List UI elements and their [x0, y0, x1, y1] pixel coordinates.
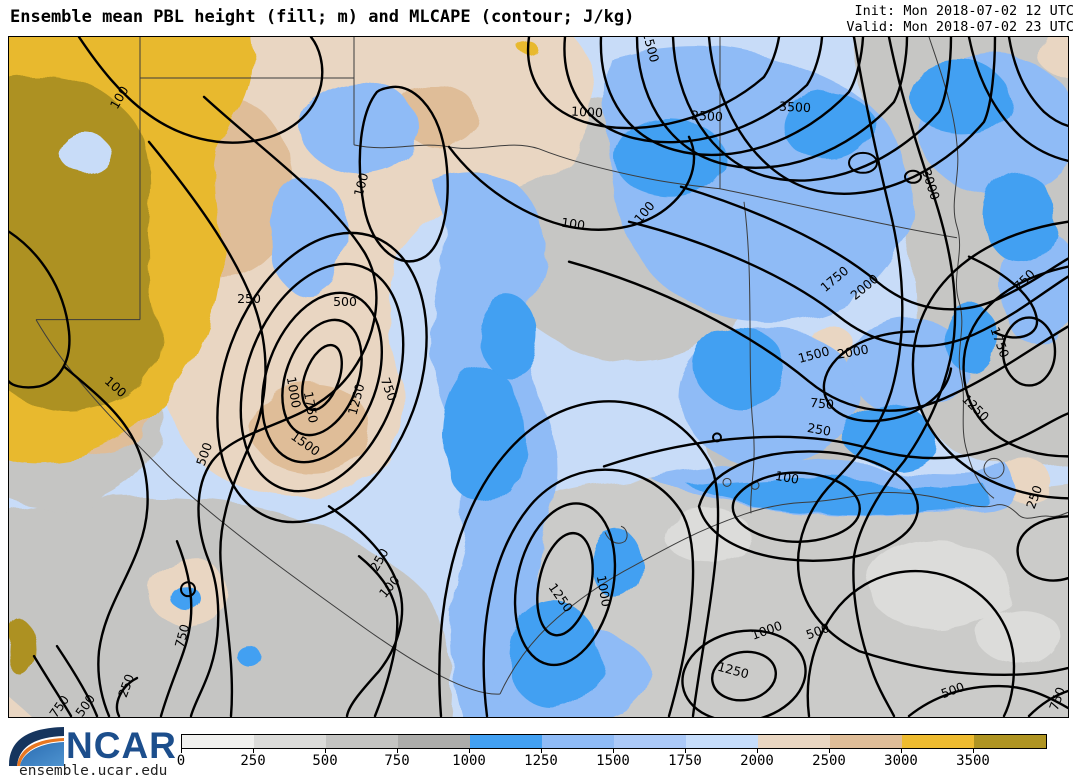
colorbar-tick-label: 250	[240, 753, 266, 769]
map-frame: 100 100 100 100 1000 2500 3500 1500 3000 250 500 10…	[8, 36, 1069, 718]
contour-label: 750	[1046, 685, 1068, 713]
colorbar	[181, 734, 1047, 749]
colorbar-tick-label: 2000	[740, 753, 774, 769]
contour-label: 100	[351, 171, 372, 198]
contour-label: 1000	[594, 574, 614, 608]
page-title: Ensemble mean PBL height (fill; m) and M…	[10, 7, 635, 27]
colorbar-tick-label: 750	[384, 753, 410, 769]
contour-label: 750	[172, 622, 193, 649]
colorbar-tick	[469, 748, 470, 753]
colorbar-segment	[902, 735, 974, 748]
contour-label: 1000	[571, 104, 604, 121]
colorbar-segments	[182, 735, 1046, 748]
colorbar-segment	[398, 735, 470, 748]
colorbar-tick	[181, 748, 182, 753]
colorbar-tick-label: 1750	[668, 753, 702, 769]
contour-label: 2000	[836, 341, 870, 361]
colorbar-tick-label: 3000	[884, 753, 918, 769]
colorbar-tick	[829, 748, 830, 753]
colorbar-segment	[614, 735, 686, 748]
contour-label: 100	[774, 468, 800, 487]
contour-label: 1000	[284, 375, 304, 409]
colorbar-segment	[542, 735, 614, 748]
contour-label: 2500	[691, 108, 724, 125]
colorbar-segment	[758, 735, 830, 748]
run-times: Init: Mon 2018-07-02 12 UTC Valid: Mon 2…	[846, 3, 1074, 35]
ncar-logo-text: NCAR	[66, 725, 177, 766]
colorbar-segment	[182, 735, 254, 748]
colorbar-tick	[613, 748, 614, 753]
colorbar-tick-label: 500	[312, 753, 338, 769]
colorbar-tick	[325, 748, 326, 753]
contour-label: 100	[560, 215, 586, 233]
contour-label: 750	[810, 395, 835, 412]
contour-label: 250	[237, 291, 261, 306]
colorbar-tick-label: 1000	[452, 753, 486, 769]
colorbar-tick	[757, 748, 758, 753]
valid-time: Valid: Mon 2018-07-02 23 UTC	[846, 19, 1074, 35]
colorbar-segment	[830, 735, 902, 748]
contour-label: 1750	[301, 390, 321, 424]
colorbar-tick-label: 1250	[524, 753, 558, 769]
colorbar-tick	[253, 748, 254, 753]
colorbar-tick	[901, 748, 902, 753]
colorbar-tick	[397, 748, 398, 753]
colorbar-segment	[974, 735, 1046, 748]
site-url: ensemble.ucar.edu	[19, 763, 168, 779]
contour-label: 3500	[779, 99, 812, 116]
mlcape-contours	[9, 37, 1068, 717]
init-time: Init: Mon 2018-07-02 12 UTC	[854, 3, 1074, 19]
colorbar-tick	[685, 748, 686, 753]
colorbar-segment	[470, 735, 542, 748]
colorbar-tick	[541, 748, 542, 753]
ncar-swoosh-icon	[9, 727, 64, 766]
colorbar-tick-label: 0	[176, 753, 186, 769]
colorbar-tick	[973, 748, 974, 753]
colorbar-segment	[686, 735, 758, 748]
contour-label: 250	[806, 420, 832, 439]
colorbar-segment	[326, 735, 398, 748]
contour-label: 500	[333, 294, 357, 309]
colorbar-tick-label: 2500	[812, 753, 846, 769]
colorbar-segment	[254, 735, 326, 748]
colorbar-tick-label: 3500	[956, 753, 990, 769]
colorbar-tick-label: 1500	[596, 753, 630, 769]
